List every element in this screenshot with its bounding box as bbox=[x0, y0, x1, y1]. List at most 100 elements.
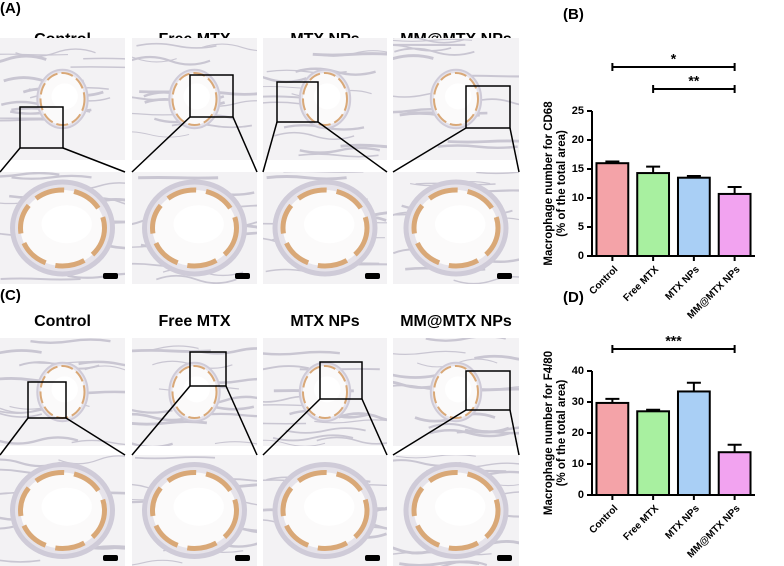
tissue-fiber bbox=[0, 349, 42, 355]
y-tick-label: 20 bbox=[572, 427, 584, 439]
tissue-fiber bbox=[263, 350, 340, 356]
tissue-fiber bbox=[136, 42, 217, 49]
micrograph bbox=[0, 455, 125, 566]
zoom-box bbox=[319, 361, 363, 400]
micrograph-content bbox=[0, 48, 125, 130]
zoom-line bbox=[225, 385, 258, 456]
zoom-line bbox=[262, 121, 278, 173]
micrograph-content bbox=[0, 172, 125, 281]
micrograph bbox=[263, 172, 387, 284]
tissue-fiber bbox=[464, 426, 519, 434]
tissue-fiber bbox=[263, 75, 307, 84]
column-header: MM@MTX NPs bbox=[400, 313, 512, 330]
tissue-fiber bbox=[316, 436, 387, 445]
micrograph bbox=[132, 338, 257, 446]
y-tick-label: 10 bbox=[572, 458, 584, 470]
lumen bbox=[435, 205, 486, 244]
lumen bbox=[173, 487, 224, 526]
tissue-fiber bbox=[298, 153, 379, 158]
x-tick-label: Control bbox=[587, 264, 620, 297]
error-bar bbox=[686, 174, 701, 178]
micrograph bbox=[132, 455, 257, 566]
micrograph bbox=[263, 338, 387, 446]
lumen bbox=[445, 83, 472, 110]
tissue-fiber bbox=[266, 175, 347, 181]
tissue-fiber bbox=[447, 139, 519, 144]
zoom-line bbox=[392, 409, 467, 456]
tissue-fiber bbox=[132, 131, 190, 138]
x-tick-label: Free MTX bbox=[622, 264, 662, 304]
significance-label: * bbox=[671, 51, 677, 67]
y-tick-label: 20 bbox=[572, 134, 584, 146]
tissue-fiber bbox=[393, 380, 442, 390]
micrograph bbox=[132, 172, 257, 284]
significance-label: ** bbox=[688, 73, 699, 89]
panel-label: (B) bbox=[563, 6, 584, 23]
tissue-fiber bbox=[15, 48, 96, 58]
lumen bbox=[51, 83, 78, 110]
zoom-box bbox=[19, 106, 64, 149]
tissue-fiber bbox=[132, 345, 199, 352]
zoom-box bbox=[465, 85, 511, 129]
micrograph bbox=[393, 172, 519, 284]
zoom-box bbox=[465, 370, 511, 411]
micrograph-content bbox=[393, 455, 519, 566]
zoom-line bbox=[262, 398, 321, 456]
tissue-fiber bbox=[453, 276, 519, 284]
panel-label: (C) bbox=[0, 287, 21, 304]
tissue-fiber bbox=[425, 338, 506, 342]
error-bar bbox=[727, 443, 742, 453]
tissue-fiber bbox=[132, 442, 173, 446]
micrograph bbox=[393, 455, 519, 566]
y-tick-label: 0 bbox=[578, 250, 584, 262]
error-bar bbox=[605, 160, 620, 164]
lumen bbox=[41, 487, 92, 526]
zoom-line bbox=[65, 417, 126, 456]
scale-bar bbox=[235, 555, 250, 561]
zoom-line bbox=[361, 398, 388, 456]
tissue-fiber bbox=[132, 412, 193, 422]
y-tick-label: 15 bbox=[572, 163, 584, 175]
error-bar bbox=[646, 408, 661, 412]
y-tick-label: 0 bbox=[578, 489, 584, 501]
scale-bar bbox=[103, 555, 118, 561]
y-axis-label: (% of the total area) bbox=[556, 130, 568, 237]
column-header: Free MTX bbox=[158, 313, 230, 330]
tissue-fiber bbox=[30, 338, 111, 345]
lumen bbox=[51, 376, 78, 403]
micrograph-content bbox=[393, 38, 519, 150]
tissue-fiber bbox=[394, 47, 475, 56]
bar bbox=[636, 410, 671, 496]
zoom-line bbox=[232, 116, 258, 173]
tissue-fiber bbox=[471, 98, 519, 106]
tissue-fiber bbox=[30, 360, 111, 364]
micrograph bbox=[263, 38, 387, 160]
tissue-fiber bbox=[476, 172, 519, 175]
micrograph bbox=[0, 38, 125, 160]
significance-bracket bbox=[611, 345, 736, 353]
tissue-fiber bbox=[0, 53, 69, 56]
tissue-fiber bbox=[340, 143, 387, 149]
micrograph-content bbox=[132, 345, 257, 446]
significance-bracket bbox=[611, 63, 736, 71]
bar bbox=[595, 162, 630, 257]
bar bbox=[636, 172, 671, 257]
tissue-fiber bbox=[437, 144, 518, 150]
tissue-fiber bbox=[201, 43, 257, 52]
zoom-line bbox=[392, 127, 467, 173]
tissue-fiber bbox=[429, 429, 510, 438]
lumen bbox=[445, 376, 472, 403]
tissue-fiber bbox=[406, 560, 488, 566]
y-tick-label: 5 bbox=[578, 221, 584, 233]
zoom-line bbox=[509, 127, 520, 173]
x-tick-label: Control bbox=[587, 503, 620, 536]
bar bbox=[595, 401, 630, 496]
micrograph-content bbox=[263, 50, 387, 158]
micrograph bbox=[393, 38, 519, 160]
micrograph-content bbox=[0, 455, 125, 563]
bar bbox=[676, 176, 711, 257]
tissue-fiber bbox=[138, 176, 219, 180]
lumen bbox=[304, 487, 355, 526]
tissue-fiber bbox=[134, 456, 216, 460]
